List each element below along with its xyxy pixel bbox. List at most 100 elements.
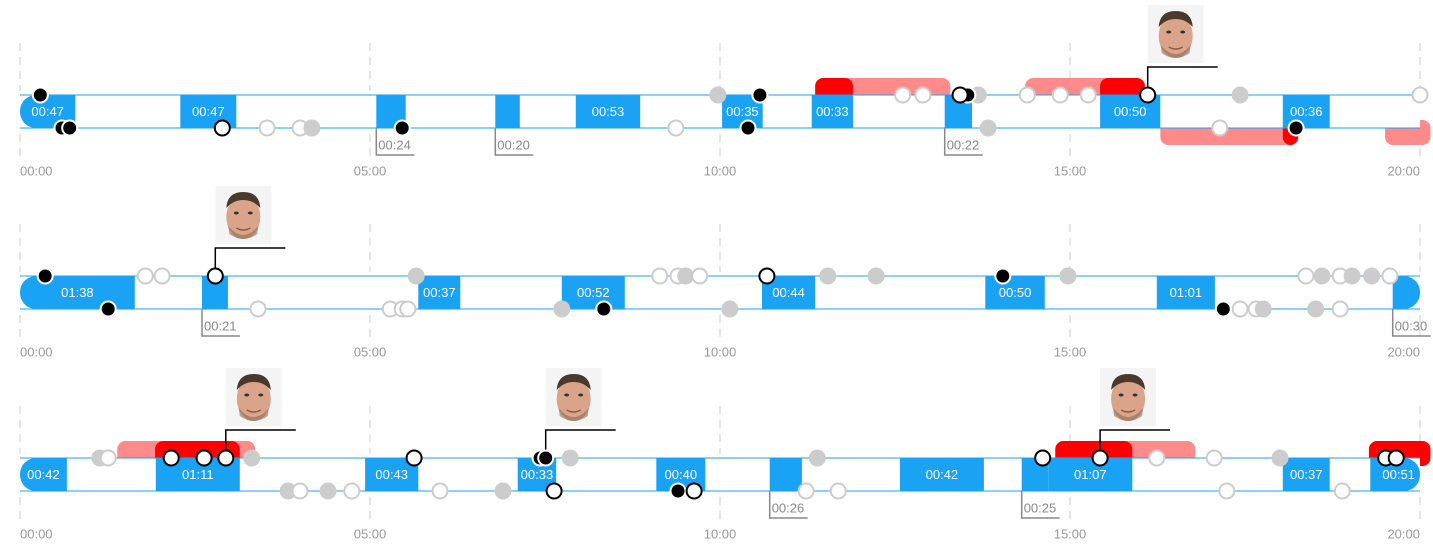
duration-label: 00:52 bbox=[577, 285, 610, 300]
event-dot bbox=[494, 482, 512, 500]
event-dot bbox=[1363, 267, 1381, 285]
duration-block bbox=[811, 95, 853, 128]
event-dot bbox=[894, 86, 912, 104]
duration-block bbox=[899, 458, 984, 491]
event-dot bbox=[669, 482, 687, 500]
event-dot bbox=[99, 449, 117, 467]
event-dot bbox=[994, 267, 1012, 285]
label-connector bbox=[943, 128, 983, 156]
axis-label: 20:00 bbox=[1387, 344, 1420, 359]
duration-label: 00:26 bbox=[772, 500, 805, 515]
event-dot bbox=[1018, 86, 1036, 104]
event-dot bbox=[162, 449, 180, 467]
duration-block bbox=[418, 276, 461, 309]
duration-label: 00:37 bbox=[423, 285, 456, 300]
duration-label: 00:44 bbox=[772, 285, 805, 300]
player-face bbox=[225, 367, 283, 427]
label-connector bbox=[768, 491, 808, 519]
duration-block bbox=[985, 276, 1045, 309]
event-dot bbox=[1148, 449, 1166, 467]
event-dot bbox=[61, 119, 79, 137]
player-face bbox=[214, 185, 273, 245]
duration-block bbox=[575, 95, 641, 128]
axis-label: 05:00 bbox=[354, 344, 387, 359]
event-dot bbox=[1214, 300, 1232, 318]
event-dot bbox=[1297, 267, 1315, 285]
duration-label: 00:22 bbox=[947, 137, 980, 152]
event-dot bbox=[867, 267, 885, 285]
axis-label: 05:00 bbox=[354, 163, 387, 178]
event-dot bbox=[206, 267, 224, 285]
event-dot bbox=[399, 300, 417, 318]
axis-label: 20:00 bbox=[1387, 163, 1420, 178]
event-dot bbox=[319, 482, 337, 500]
duration-label: 00:43 bbox=[375, 467, 408, 482]
label-connector bbox=[1020, 491, 1060, 519]
duration-label: 00:50 bbox=[1114, 104, 1147, 119]
timeline-row: 00:00 05:00 10:00 15:00 20:00 00:42 01:11 00:43… bbox=[19, 367, 1431, 541]
label-connector bbox=[494, 128, 534, 156]
duration-block bbox=[495, 95, 520, 128]
blocks bbox=[20, 276, 1420, 309]
event-dot bbox=[431, 482, 449, 500]
face-connector bbox=[1099, 429, 1171, 458]
event-dot bbox=[1059, 267, 1077, 285]
event-dot bbox=[829, 482, 847, 500]
duration-label: 01:11 bbox=[182, 467, 214, 482]
duration-label: 00:47 bbox=[31, 104, 64, 119]
event-dot bbox=[343, 482, 361, 500]
event-dot bbox=[1331, 300, 1349, 318]
axis-label: 15:00 bbox=[1054, 526, 1087, 541]
event-dot bbox=[303, 119, 321, 137]
duration-label: 01:38 bbox=[61, 285, 94, 300]
event-dot bbox=[979, 119, 997, 137]
player-face bbox=[544, 367, 603, 427]
event-dot bbox=[258, 119, 276, 137]
axis-label: 15:00 bbox=[1054, 163, 1087, 178]
event-dot bbox=[537, 449, 555, 467]
label-connector bbox=[375, 128, 415, 156]
label-connector bbox=[201, 309, 240, 337]
duration-block bbox=[20, 458, 67, 491]
event-dot bbox=[553, 300, 571, 318]
duration-label: 00:40 bbox=[665, 467, 698, 482]
duration-block bbox=[561, 276, 625, 309]
duration-label: 00:24 bbox=[378, 137, 411, 152]
event-dot bbox=[407, 267, 425, 285]
event-dot bbox=[136, 267, 154, 285]
event-dot bbox=[153, 267, 171, 285]
event-dot bbox=[739, 119, 757, 137]
event-dot bbox=[595, 300, 613, 318]
event-dot bbox=[1313, 267, 1331, 285]
duration-label: 00:35 bbox=[726, 104, 759, 119]
player-face bbox=[1146, 4, 1205, 64]
event-dot bbox=[1034, 449, 1052, 467]
event-dot bbox=[951, 86, 969, 104]
face-connector bbox=[225, 429, 296, 458]
duration-label: 00:50 bbox=[999, 285, 1032, 300]
event-dot bbox=[691, 267, 709, 285]
event-dot bbox=[1307, 300, 1325, 318]
duration-label: 00:25 bbox=[1024, 500, 1057, 515]
event-dot bbox=[914, 86, 932, 104]
axis-label: 10:00 bbox=[704, 526, 737, 541]
axis-label: 00:00 bbox=[20, 344, 53, 359]
event-dot bbox=[561, 449, 579, 467]
event-dot bbox=[1231, 86, 1249, 104]
duration-block bbox=[769, 458, 802, 491]
event-dot bbox=[1387, 449, 1405, 467]
event-dot bbox=[249, 300, 267, 318]
axis-label: 00:00 bbox=[20, 163, 53, 178]
label-connector bbox=[1391, 309, 1431, 337]
event-dot bbox=[1079, 86, 1097, 104]
event-dot bbox=[1271, 449, 1289, 467]
event-dot bbox=[217, 449, 235, 467]
event-dot bbox=[1091, 449, 1109, 467]
event-dot bbox=[291, 482, 309, 500]
event-dot bbox=[1343, 267, 1361, 285]
face-connector bbox=[544, 429, 616, 458]
event-dot bbox=[393, 119, 411, 137]
event-dot bbox=[1211, 119, 1229, 137]
duration-block bbox=[1048, 458, 1133, 491]
event-dot bbox=[195, 449, 213, 467]
